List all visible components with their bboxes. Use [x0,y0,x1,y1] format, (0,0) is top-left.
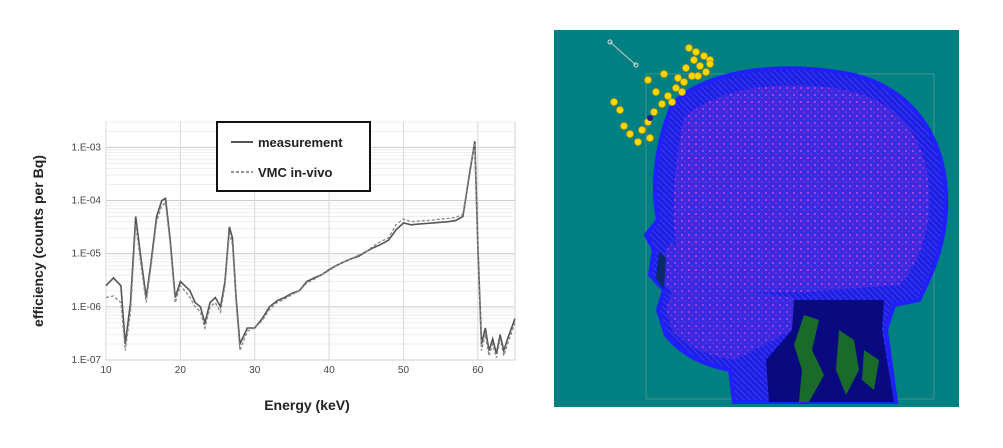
brain-region [673,85,930,292]
y-tick-label: 1.E-07 [72,355,102,366]
y-tick-label: 1.E-05 [72,249,102,260]
legend-label-vmc: VMC in-vivo [258,165,332,180]
series-line-measurement [105,141,516,355]
source-center-marker [647,115,653,121]
x-axis-title: Energy (keV) [264,397,350,413]
x-tick-label: 20 [175,365,187,376]
head-phantom-image [554,30,959,407]
neck-tissue-1 [794,315,824,402]
y-axis-title: efficiency (counts per Bq) [30,155,46,327]
legend-box [216,121,371,192]
series-lines [105,141,516,359]
y-axis-ticks: 1.E-07 1.E-06 1.E-05 1.E-04 1.E-03 [72,142,102,366]
x-tick-label: 40 [324,365,336,376]
source-markers [610,44,714,146]
y-tick-label: 1.E-06 [72,302,102,313]
y-tick-label: 1.E-03 [72,142,102,153]
x-tick-label: 30 [249,365,261,376]
neck-tissue-3 [862,350,879,390]
x-axis-ticks: 10 20 30 40 50 60 [100,365,483,376]
face-region [660,240,794,360]
x-tick-label: 50 [398,365,410,376]
neck-tissue-2 [836,330,859,395]
source-point-2 [633,62,639,68]
nose-shadow [656,252,666,290]
series-line-vmc-in-vivo [105,143,516,359]
x-tick-label: 60 [472,365,484,376]
y-tick-label: 1.E-04 [72,196,102,207]
x-tick-label: 10 [100,365,112,376]
source-point [607,39,613,45]
neck-region [766,300,894,402]
legend: measurement VMC in-vivo [216,121,371,192]
legend-label-measurement: measurement [258,135,343,150]
source-beam-line [609,41,637,66]
